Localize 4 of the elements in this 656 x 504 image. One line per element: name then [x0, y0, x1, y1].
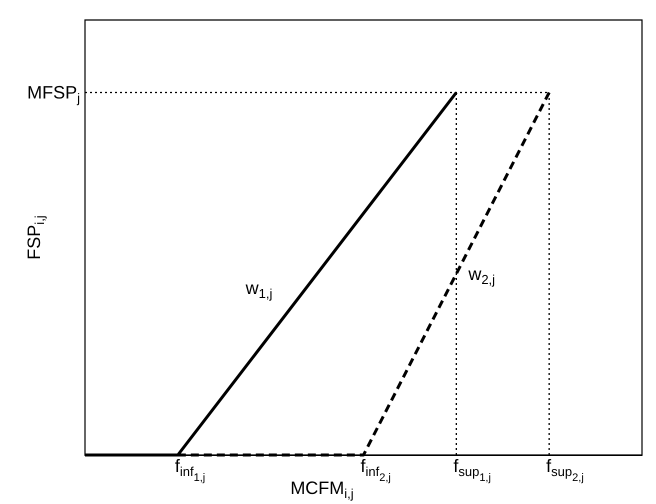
x-axis-title: MCFM$_{i,j}$	[290, 478, 354, 501]
series-label: w$_{1,j}$	[244, 278, 273, 302]
ref-line-label: MFSP$_{j}$	[27, 82, 80, 106]
series-label: w$_{2,j}$	[467, 264, 496, 287]
